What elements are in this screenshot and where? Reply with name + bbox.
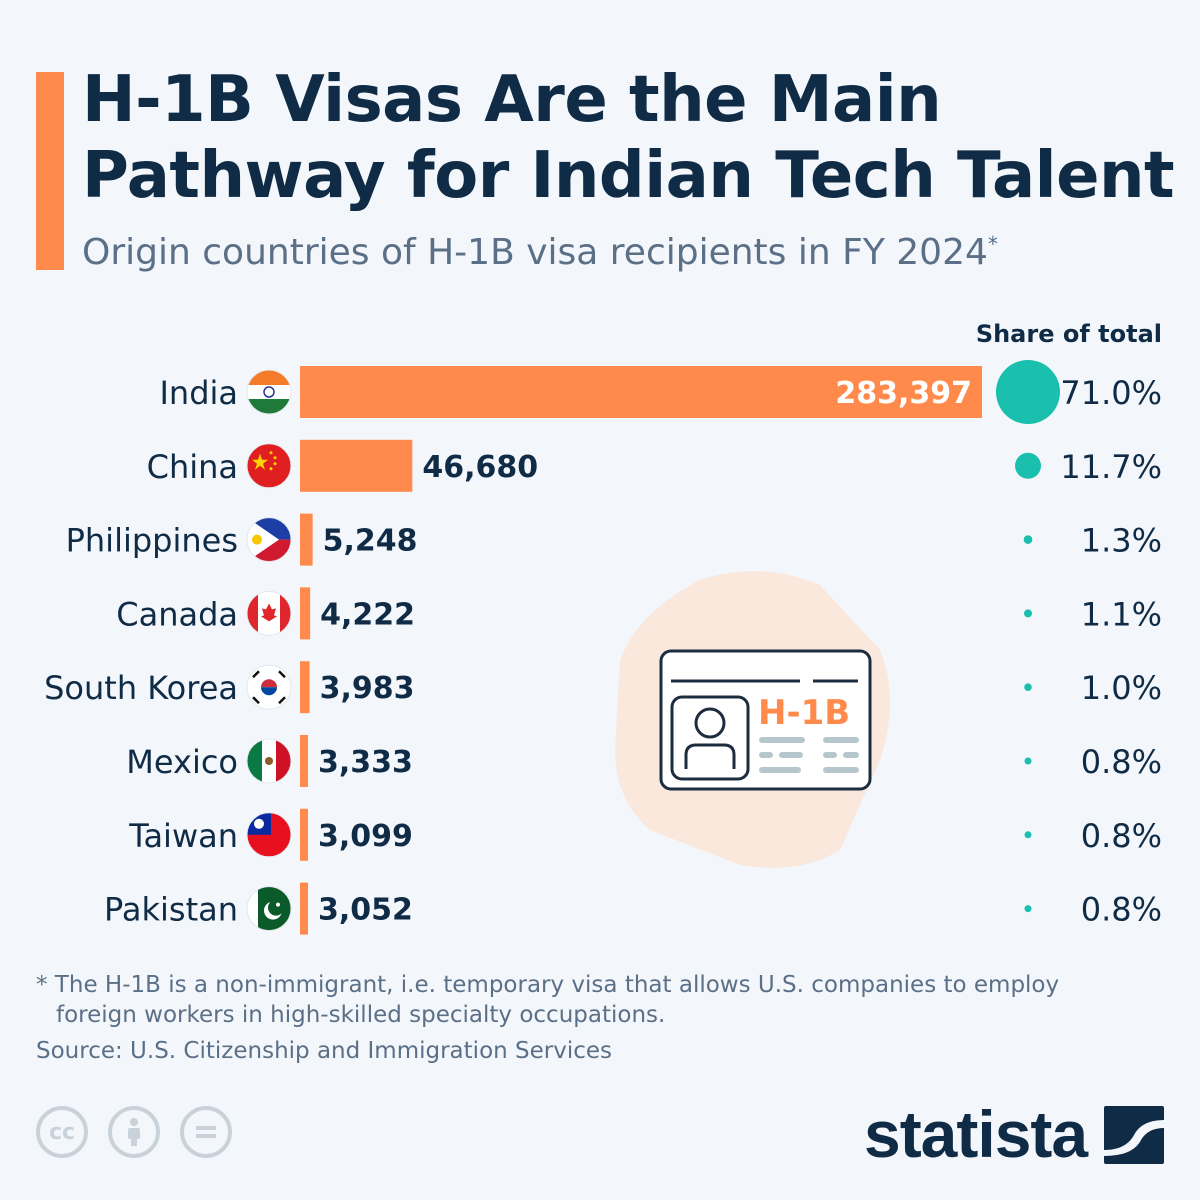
- bar: [300, 366, 982, 418]
- pakistan-flag-icon: [246, 886, 292, 932]
- title-line-1: H-1B Visas Are the Main: [82, 63, 942, 137]
- bar-row: Canada 4,222 1.1%: [116, 587, 1162, 640]
- value-label: 3,333: [318, 745, 413, 780]
- category-label: Philippines: [66, 522, 238, 560]
- bar: [300, 882, 308, 935]
- share-label: 0.8%: [1081, 743, 1162, 781]
- canada-flag-icon: [246, 590, 292, 636]
- footnote: * The H-1B is a non-immigrant, i.e. temp…: [36, 970, 1136, 1030]
- share-label: 0.8%: [1081, 817, 1162, 855]
- card-h1b-text: H-1B: [758, 693, 850, 733]
- title-accent-bar: [36, 72, 64, 270]
- taiwan-flag-icon: [246, 812, 292, 858]
- visa-card-illustration: H-1B: [615, 571, 890, 868]
- share-label: 1.0%: [1081, 669, 1162, 707]
- bar: [300, 808, 308, 861]
- bar: [300, 439, 413, 492]
- share-bubble: [1015, 452, 1041, 479]
- bar: [300, 587, 311, 640]
- no-derivatives-icon[interactable]: [180, 1106, 232, 1158]
- value-label: 4,222: [320, 597, 415, 632]
- value-label: 3,983: [320, 671, 415, 706]
- category-label: Canada: [116, 595, 238, 633]
- source-text: Source: U.S. Citizenship and Immigration…: [36, 1038, 613, 1064]
- value-label: 5,248: [323, 524, 418, 559]
- share-label: 1.3%: [1081, 522, 1162, 560]
- bar-row: Philippines 5,248 1.3%: [66, 513, 1162, 566]
- share-bubble: [1024, 905, 1032, 913]
- statista-logo[interactable]: statista: [864, 1097, 1088, 1171]
- subtitle-text: Origin countries of H-1B visa recipients…: [82, 232, 988, 273]
- value-label: 283,397: [835, 376, 972, 411]
- statista-logo-icon: [1104, 1106, 1164, 1164]
- share-bubble: [1023, 535, 1033, 544]
- bar-row: India 283,397 71.0%: [159, 360, 1162, 424]
- value-label: 46,680: [422, 450, 538, 485]
- share-bubble: [996, 360, 1060, 424]
- attribution-icon[interactable]: [108, 1106, 160, 1158]
- value-label: 3,099: [318, 819, 413, 854]
- bar-row: Mexico 3,333 0.8%: [126, 735, 1162, 787]
- india-flag-icon: [246, 369, 292, 415]
- footnote-line-2: foreign workers in high-skilled specialt…: [56, 1002, 666, 1028]
- share-label: 0.8%: [1081, 891, 1162, 929]
- bar-row: Pakistan 3,052 0.8%: [104, 882, 1162, 935]
- footnote-line-1: * The H-1B is a non-immigrant, i.e. temp…: [36, 972, 1060, 998]
- china-flag-icon: [246, 443, 292, 489]
- bar-row: Taiwan 3,099 0.8%: [128, 808, 1162, 861]
- share-bubble: [1024, 757, 1032, 765]
- share-label: 1.1%: [1081, 595, 1162, 633]
- mexico-flag-icon: [246, 738, 292, 784]
- card-icon: [659, 649, 872, 791]
- chart-title: H-1B Visas Are the Main Pathway for Indi…: [82, 62, 1175, 214]
- category-label: India: [159, 374, 238, 412]
- category-label: South Korea: [44, 669, 238, 707]
- share-label: 71.0%: [1060, 374, 1162, 412]
- category-label: China: [147, 448, 238, 486]
- share-bubble: [1024, 609, 1032, 618]
- footnote-marker: *: [987, 232, 998, 256]
- cc-license-icon[interactable]: cc: [36, 1106, 88, 1158]
- person-icon: [694, 707, 726, 739]
- cc-text: cc: [48, 1119, 76, 1145]
- category-label: Taiwan: [128, 817, 238, 855]
- bar: [300, 661, 310, 714]
- category-label: Mexico: [126, 743, 238, 781]
- share-bubble: [1024, 831, 1032, 839]
- share-header: Share of total: [975, 320, 1162, 348]
- south-korea-flag-icon: [246, 664, 292, 710]
- bar-row: South Korea 3,983 1.0%: [44, 661, 1162, 714]
- philippines-flag-icon: [246, 517, 292, 563]
- share-bubble: [1024, 683, 1032, 691]
- share-label: 11.7%: [1060, 448, 1162, 486]
- value-label: 3,052: [318, 893, 413, 928]
- chart-subtitle: Origin countries of H-1B visa recipients…: [82, 232, 998, 273]
- bar: [300, 513, 313, 566]
- category-label: Pakistan: [104, 891, 238, 929]
- bar: [300, 735, 309, 787]
- bar-row: China 46,680 11.7%: [147, 439, 1162, 492]
- title-line-2: Pathway for Indian Tech Talent: [82, 139, 1175, 213]
